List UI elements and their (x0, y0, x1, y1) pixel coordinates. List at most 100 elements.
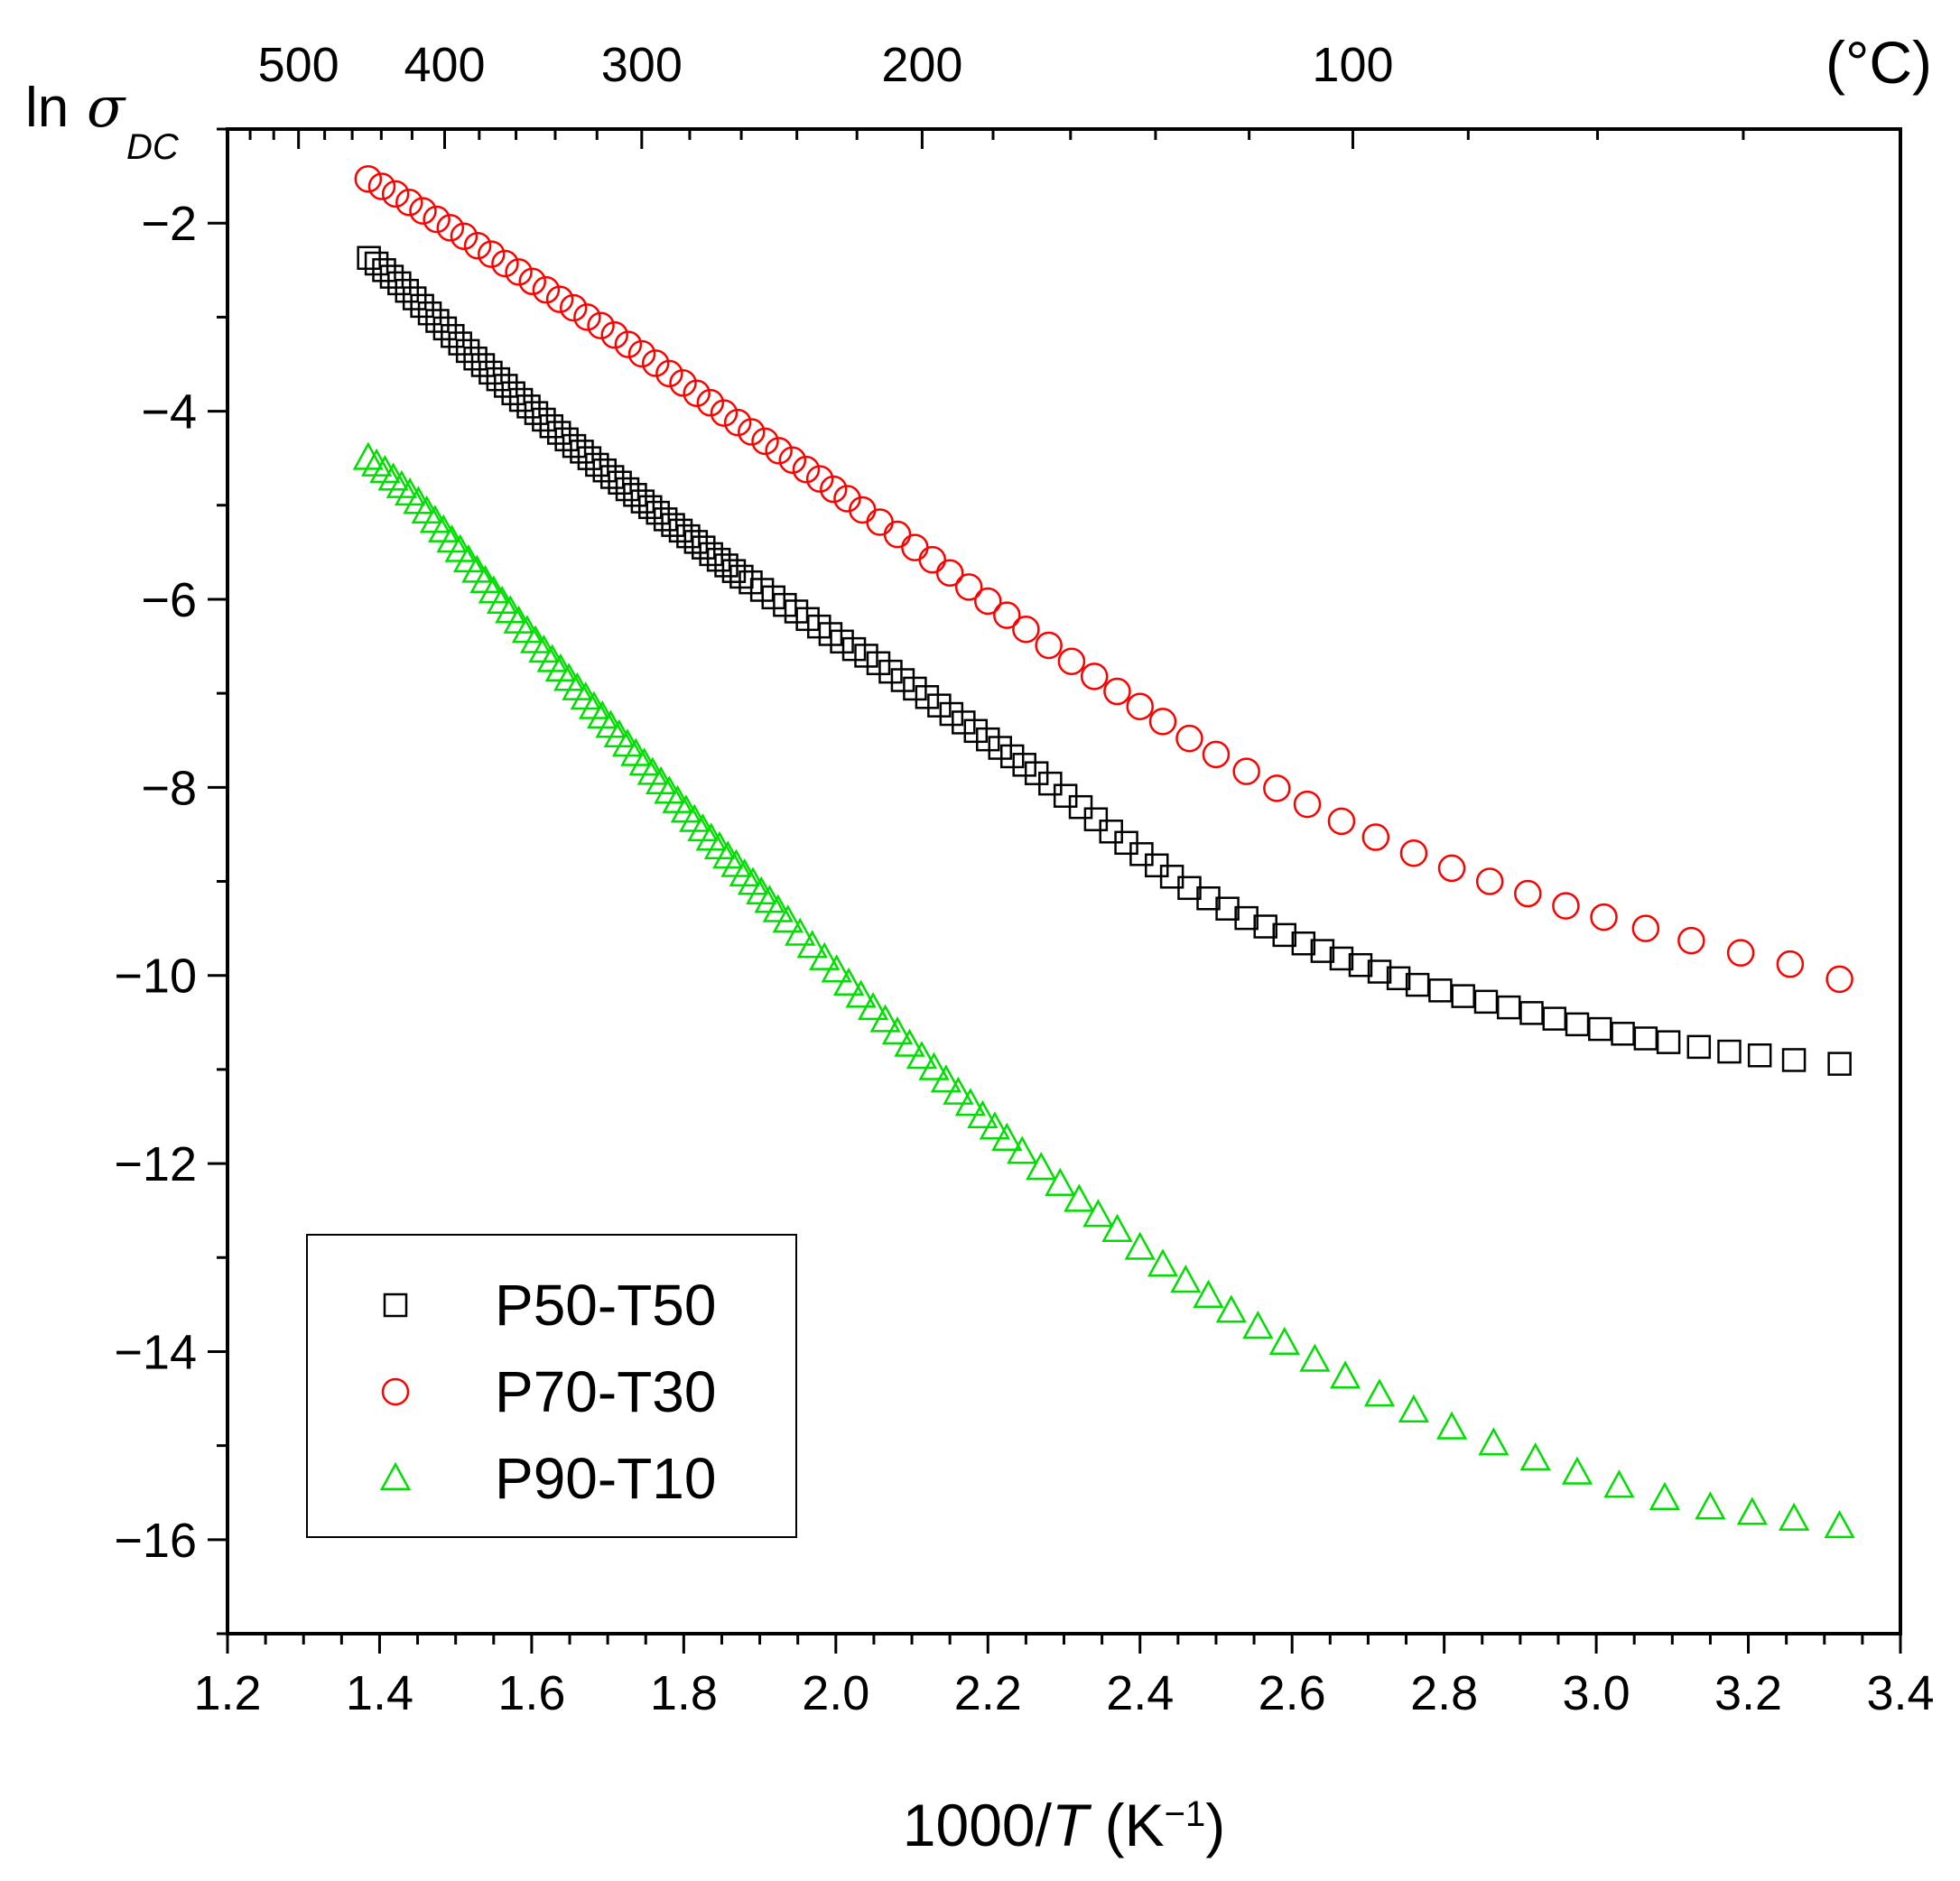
data-point (1398, 1394, 1430, 1423)
data-point (1253, 914, 1277, 939)
data-point (1148, 708, 1177, 736)
data-point (1064, 1183, 1095, 1212)
data-point (1007, 1135, 1038, 1164)
data-point (1590, 903, 1618, 931)
data-point (1045, 1167, 1076, 1196)
legend: P50-T50 P70-T30 P90-T10 (306, 1234, 797, 1538)
data-point (1299, 1343, 1331, 1372)
data-point (857, 992, 889, 1021)
data-point (762, 894, 794, 922)
data-point (1083, 807, 1109, 831)
data-point (1399, 839, 1428, 867)
data-point (436, 214, 465, 242)
data-point (1170, 1265, 1202, 1293)
data-point (539, 413, 564, 439)
data-point (592, 458, 618, 483)
data-point (1012, 616, 1040, 644)
x-axis-ticks (226, 1634, 1902, 1654)
data-point (805, 465, 834, 493)
data-point (423, 205, 451, 234)
data-point (1310, 939, 1335, 963)
data-point (587, 311, 615, 340)
series-P90-T10 (352, 441, 1855, 1539)
data-point (883, 520, 912, 549)
data-point (723, 408, 752, 437)
data-point (1057, 647, 1086, 675)
data-point (491, 249, 519, 278)
series-layer (352, 164, 1855, 1539)
legend-label: P90-T10 (495, 1446, 716, 1511)
data-point (915, 685, 940, 709)
data-point (710, 399, 738, 427)
y-tick-label: −2 (141, 197, 197, 251)
data-point (894, 1028, 925, 1057)
data-point (692, 535, 716, 560)
data-point (778, 446, 807, 474)
data-point (1242, 1311, 1274, 1339)
y-axis-title: ln σ DC (25, 74, 180, 167)
data-point (1435, 1411, 1468, 1440)
data-point (890, 668, 915, 692)
data-point (608, 470, 632, 495)
data-point (641, 349, 670, 377)
data-point (354, 164, 383, 193)
data-point (448, 331, 472, 356)
data-point (410, 293, 434, 319)
data-point (821, 954, 852, 983)
data-point (772, 904, 804, 933)
data-point (505, 258, 533, 286)
data-point (901, 533, 929, 561)
data-point (638, 495, 663, 520)
data-point (1656, 1030, 1681, 1054)
y-axis-title-sigma: σ (87, 74, 126, 140)
data-point (1686, 1034, 1712, 1060)
series-P50-T50 (357, 246, 1852, 1076)
data-point (1695, 1491, 1726, 1520)
data-point (1215, 1294, 1247, 1323)
data-point (696, 388, 725, 417)
data-point (738, 418, 766, 446)
data-point (878, 659, 903, 684)
data-point (1232, 757, 1260, 785)
data-point (976, 727, 1000, 752)
top-tick-label: 200 (881, 38, 962, 92)
data-point (751, 427, 779, 456)
data-point (1026, 1152, 1057, 1181)
legend-label: P50-T50 (495, 1273, 716, 1338)
data-point (1588, 1016, 1612, 1042)
data-point (554, 427, 579, 452)
data-point (562, 433, 587, 459)
data-point (1068, 794, 1093, 820)
data-point (646, 500, 670, 525)
data-point (1035, 631, 1063, 660)
data-point (585, 452, 609, 477)
data-point (1082, 1199, 1114, 1228)
top-tick-label: 500 (258, 38, 339, 92)
data-point (600, 320, 628, 349)
y-axis-ticks (208, 127, 228, 1635)
data-point (577, 446, 602, 470)
y-tick-label: −16 (114, 1514, 197, 1568)
data-point (918, 545, 947, 574)
x-axis-tick-labels: 1.2 1.4 1.6 1.8 2.0 2.2 2.4 2.6 2.8 3.0 3.2 3.4 (193, 1666, 1934, 1720)
x-axis-title-var: T (1052, 1792, 1092, 1858)
data-point (866, 651, 891, 676)
data-point (1272, 922, 1297, 948)
data-point (1348, 952, 1373, 978)
data-point (1633, 1026, 1658, 1051)
data-point (1175, 724, 1203, 753)
data-point (395, 189, 423, 217)
data-point (1565, 1012, 1590, 1037)
data-point (357, 246, 381, 270)
data-point (1747, 1042, 1772, 1068)
data-point (1496, 995, 1521, 1020)
data-point (935, 559, 964, 588)
legend-label: P70-T30 (495, 1359, 716, 1424)
data-point (463, 346, 488, 371)
data-point (352, 441, 384, 470)
data-point (918, 1052, 950, 1080)
data-point (903, 676, 927, 701)
data-point (1717, 1039, 1742, 1064)
data-point (1736, 1496, 1768, 1525)
data-point (993, 601, 1021, 629)
